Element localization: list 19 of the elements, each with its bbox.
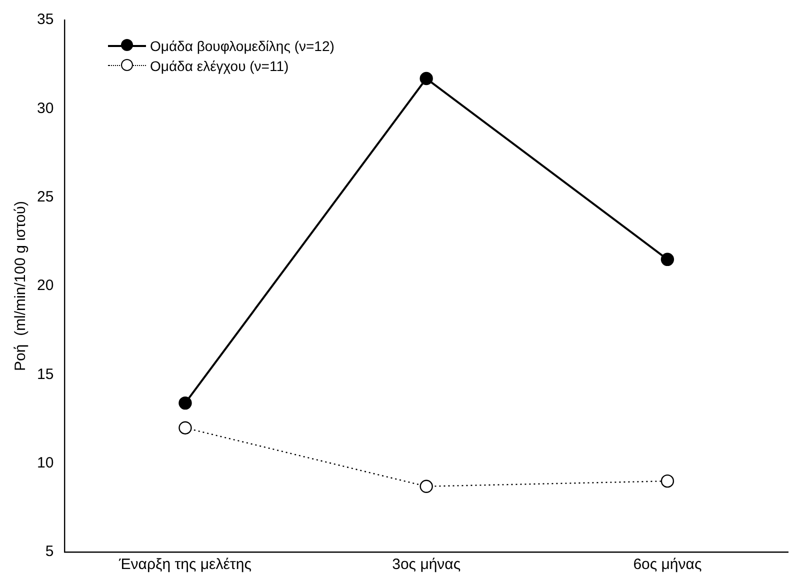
y-tick-label: 20 — [36, 277, 54, 294]
y-tick-label: 25 — [36, 188, 54, 206]
y-tick-label: 30 — [36, 100, 54, 117]
point — [420, 480, 433, 493]
x-tick-label: 6ος μήνας — [633, 556, 702, 574]
y-tick-label: 10 — [36, 454, 54, 472]
y-tick-label: 15 — [36, 366, 54, 383]
point — [178, 396, 192, 410]
point — [660, 252, 674, 266]
point — [420, 72, 433, 86]
point — [178, 421, 192, 434]
x-tick-label: 3ος μήνας — [392, 556, 461, 574]
legend-label: Ομάδα βουφλομεδίλης (ν=12) — [150, 38, 334, 54]
y-tick-label: 35 — [36, 11, 54, 28]
point — [660, 474, 674, 488]
y-axis-title: Ροή (ml/min/100 g ιστού) — [12, 201, 30, 371]
y-tick-label: 5 — [45, 543, 54, 560]
legend-label: Ομάδα ελέγχου (ν=11) — [150, 58, 289, 74]
x-tick-label: Έναρξη της μελέτης — [118, 556, 252, 574]
